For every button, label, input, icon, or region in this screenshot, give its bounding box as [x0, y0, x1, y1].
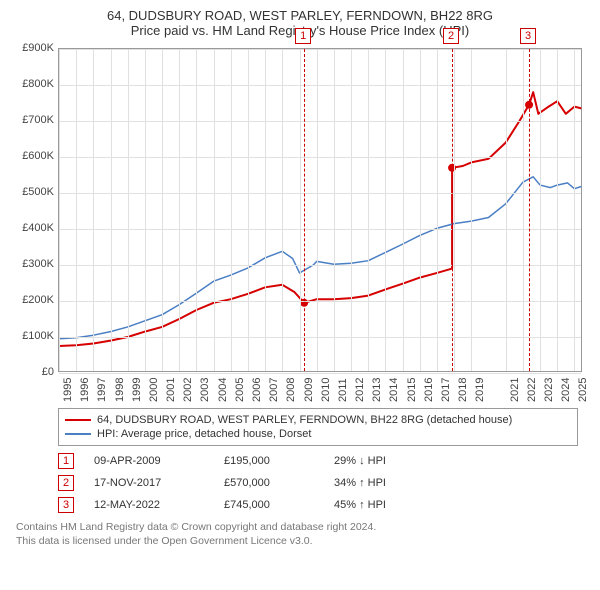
x-tick-label: 1996	[79, 378, 91, 402]
x-tick-label: 2013	[371, 378, 383, 402]
y-tick-label: £900K	[8, 42, 54, 54]
x-tick-label: 2010	[320, 378, 332, 402]
x-tick-label: 2022	[526, 378, 538, 402]
sale-marker: 2	[443, 28, 459, 44]
y-tick-label: £800K	[8, 78, 54, 90]
footer-line-2: This data is licensed under the Open Gov…	[16, 534, 584, 548]
legend-label: 64, DUDSBURY ROAD, WEST PARLEY, FERNDOWN…	[97, 414, 512, 426]
x-tick-label: 2008	[285, 378, 297, 402]
x-tick-label: 2023	[543, 378, 555, 402]
x-tick-label: 2024	[560, 378, 572, 402]
x-tick-label: 2018	[457, 378, 469, 402]
x-tick-label: 2007	[268, 378, 280, 402]
transaction-delta: 29% ↓ HPI	[334, 455, 444, 467]
transaction-delta: 34% ↑ HPI	[334, 477, 444, 489]
legend: 64, DUDSBURY ROAD, WEST PARLEY, FERNDOWN…	[58, 408, 578, 446]
y-tick-label: £300K	[8, 258, 54, 270]
x-tick-label: 2011	[337, 378, 349, 402]
transaction-row: 2 17-NOV-2017 £570,000 34% ↑ HPI	[58, 472, 578, 494]
legend-row: 64, DUDSBURY ROAD, WEST PARLEY, FERNDOWN…	[65, 413, 571, 427]
transaction-row: 1 09-APR-2009 £195,000 29% ↓ HPI	[58, 450, 578, 472]
x-tick-label: 2001	[165, 378, 177, 402]
title-line-1: 64, DUDSBURY ROAD, WEST PARLEY, FERNDOWN…	[8, 8, 592, 23]
footer-line-1: Contains HM Land Registry data © Crown c…	[16, 520, 584, 534]
sale-marker: 3	[520, 28, 536, 44]
transaction-price: £195,000	[224, 455, 314, 467]
x-tick-label: 2021	[509, 378, 521, 402]
x-tick-label: 1998	[114, 378, 126, 402]
y-tick-label: £700K	[8, 114, 54, 126]
chart-container: 64, DUDSBURY ROAD, WEST PARLEY, FERNDOWN…	[0, 0, 600, 552]
transaction-marker: 2	[58, 475, 74, 491]
x-tick-label: 1999	[131, 378, 143, 402]
sale-marker: 1	[295, 28, 311, 44]
transaction-marker: 1	[58, 453, 74, 469]
x-tick-label: 2012	[354, 378, 366, 402]
x-tick-label: 2016	[423, 378, 435, 402]
y-tick-label: £400K	[8, 222, 54, 234]
chart-area: £0 £100K £200K £300K £400K £500K £600K £700K £80…	[8, 42, 592, 402]
transaction-price: £745,000	[224, 499, 314, 511]
y-tick-label: £200K	[8, 294, 54, 306]
x-tick-label: 1995	[62, 378, 74, 402]
x-tick-label: 2017	[440, 378, 452, 402]
x-tick-label: 2014	[388, 378, 400, 402]
x-tick-label: 2004	[217, 378, 229, 402]
x-tick-label: 1997	[96, 378, 108, 402]
legend-swatch	[65, 433, 91, 435]
y-tick-label: £600K	[8, 150, 54, 162]
x-tick-label: 2000	[148, 378, 160, 402]
transaction-date: 12-MAY-2022	[94, 499, 204, 511]
footer-notice: Contains HM Land Registry data © Crown c…	[16, 520, 584, 548]
plot-region	[58, 48, 582, 372]
y-tick-label: £100K	[8, 330, 54, 342]
legend-label: HPI: Average price, detached house, Dors…	[97, 428, 311, 440]
transaction-price: £570,000	[224, 477, 314, 489]
x-tick-label: 2009	[303, 378, 315, 402]
transaction-delta: 45% ↑ HPI	[334, 499, 444, 511]
x-tick-label: 2005	[234, 378, 246, 402]
y-tick-label: £500K	[8, 186, 54, 198]
legend-swatch	[65, 419, 91, 421]
transaction-date: 17-NOV-2017	[94, 477, 204, 489]
x-tick-label: 2015	[406, 378, 418, 402]
transaction-date: 09-APR-2009	[94, 455, 204, 467]
transaction-marker: 3	[58, 497, 74, 513]
x-tick-label: 2019	[474, 378, 486, 402]
transaction-row: 3 12-MAY-2022 £745,000 45% ↑ HPI	[58, 494, 578, 516]
x-tick-label: 2006	[251, 378, 263, 402]
x-tick-label: 2025	[577, 378, 589, 402]
x-tick-label: 2003	[199, 378, 211, 402]
y-tick-label: £0	[8, 366, 54, 378]
legend-row: HPI: Average price, detached house, Dors…	[65, 427, 571, 441]
chart-svg	[59, 49, 581, 371]
transaction-table: 1 09-APR-2009 £195,000 29% ↓ HPI 2 17-NOV-201…	[58, 450, 578, 516]
x-tick-label: 2002	[182, 378, 194, 402]
